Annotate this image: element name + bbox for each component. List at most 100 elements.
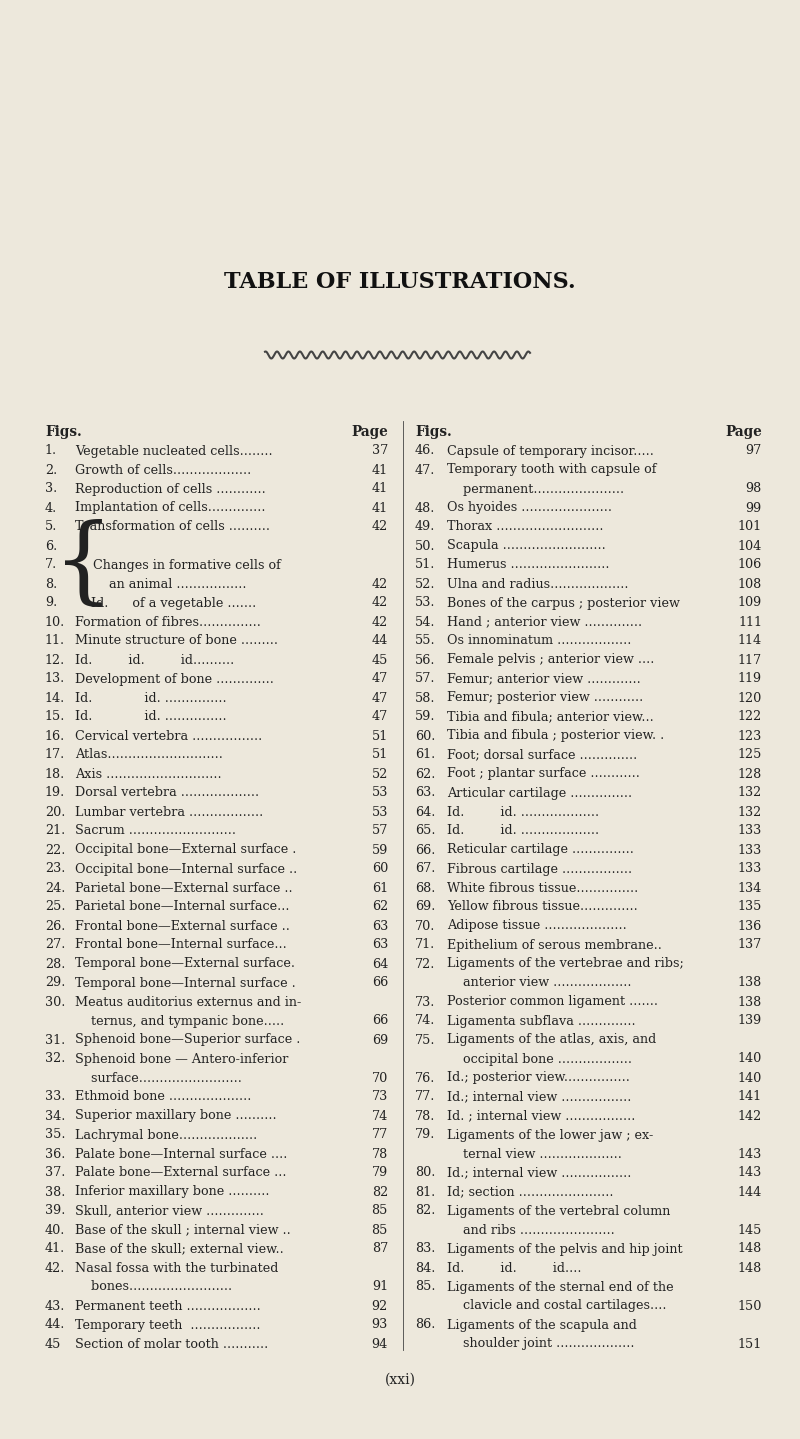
Text: 39.: 39. — [45, 1204, 66, 1217]
Text: 35.: 35. — [45, 1128, 66, 1141]
Text: Frontal bone—Internal surface...: Frontal bone—Internal surface... — [75, 938, 286, 951]
Text: 48.: 48. — [415, 502, 435, 515]
Text: shoulder joint ...................: shoulder joint ................... — [447, 1337, 634, 1350]
Text: permanent......................: permanent...................... — [447, 482, 624, 495]
Text: 53.: 53. — [415, 597, 435, 610]
Text: Figs.: Figs. — [45, 425, 82, 439]
Text: Os hyoides ......................: Os hyoides ...................... — [447, 502, 612, 515]
Text: Ligaments of the scapula and: Ligaments of the scapula and — [447, 1318, 637, 1331]
Text: 64: 64 — [372, 957, 388, 970]
Text: 72.: 72. — [415, 957, 435, 970]
Text: 138: 138 — [738, 996, 762, 1009]
Text: 128: 128 — [738, 767, 762, 780]
Text: 106: 106 — [738, 558, 762, 571]
Text: 78: 78 — [372, 1147, 388, 1160]
Text: Vegetable nucleated cells........: Vegetable nucleated cells........ — [75, 445, 273, 458]
Text: 69.: 69. — [415, 901, 435, 914]
Text: Femur; anterior view .............: Femur; anterior view ............. — [447, 672, 641, 685]
Text: Permanent teeth ..................: Permanent teeth .................. — [75, 1299, 261, 1312]
Text: Superior maxillary bone ..........: Superior maxillary bone .......... — [75, 1109, 277, 1122]
Text: Ligaments of the sternal end of the: Ligaments of the sternal end of the — [447, 1281, 674, 1294]
Text: 73: 73 — [372, 1091, 388, 1104]
Text: Articular cartilage ...............: Articular cartilage ............... — [447, 787, 632, 800]
Text: 143: 143 — [738, 1167, 762, 1180]
Text: 111: 111 — [738, 616, 762, 629]
Text: 60: 60 — [372, 862, 388, 875]
Text: Section of molar tooth ...........: Section of molar tooth ........... — [75, 1337, 268, 1350]
Text: Epithelium of serous membrane..: Epithelium of serous membrane.. — [447, 938, 662, 951]
Text: 101: 101 — [738, 521, 762, 534]
Text: Ligaments of the pelvis and hip joint: Ligaments of the pelvis and hip joint — [447, 1242, 682, 1255]
Text: 69: 69 — [372, 1033, 388, 1046]
Text: 66: 66 — [372, 1014, 388, 1027]
Text: 47: 47 — [372, 692, 388, 705]
Text: 7.: 7. — [45, 558, 58, 571]
Text: 51.: 51. — [415, 558, 435, 571]
Text: bones.........................: bones......................... — [75, 1281, 232, 1294]
Text: Capsule of temporary incisor.....: Capsule of temporary incisor..... — [447, 445, 654, 458]
Text: TABLE OF ILLUSTRATIONS.: TABLE OF ILLUSTRATIONS. — [224, 271, 576, 294]
Text: 66.: 66. — [415, 843, 435, 856]
Text: 99: 99 — [746, 502, 762, 515]
Text: Temporary tooth with capsule of: Temporary tooth with capsule of — [447, 463, 657, 476]
Text: an animal .................: an animal ................. — [93, 577, 246, 590]
Text: Growth of cells...................: Growth of cells................... — [75, 463, 251, 476]
Text: 13.: 13. — [45, 672, 66, 685]
Text: 63.: 63. — [415, 787, 435, 800]
Text: Id.; internal view .................: Id.; internal view ................. — [447, 1167, 631, 1180]
Text: Ligaments of the lower jaw ; ex-: Ligaments of the lower jaw ; ex- — [447, 1128, 654, 1141]
Text: 68.: 68. — [415, 882, 435, 895]
Text: Dorsal vertebra ...................: Dorsal vertebra ................... — [75, 787, 259, 800]
Text: Lachrymal bone...................: Lachrymal bone................... — [75, 1128, 258, 1141]
Text: 41.: 41. — [45, 1242, 66, 1255]
Text: 26.: 26. — [45, 920, 66, 932]
Text: Occipital bone—External surface .: Occipital bone—External surface . — [75, 843, 296, 856]
Text: Transformation of cells ..........: Transformation of cells .......... — [75, 521, 270, 534]
Text: 51: 51 — [372, 748, 388, 761]
Text: 18.: 18. — [45, 767, 66, 780]
Text: 52: 52 — [372, 767, 388, 780]
Text: 109: 109 — [738, 597, 762, 610]
Text: 52.: 52. — [415, 577, 435, 590]
Text: 45: 45 — [372, 653, 388, 666]
Text: Base of the skull; external view..: Base of the skull; external view.. — [75, 1242, 284, 1255]
Text: anterior view ...................: anterior view ................... — [447, 977, 631, 990]
Text: Page: Page — [726, 425, 762, 439]
Text: 8.: 8. — [45, 577, 58, 590]
Text: Changes in formative cells of: Changes in formative cells of — [93, 558, 281, 571]
Text: Page: Page — [351, 425, 388, 439]
Text: 63: 63 — [372, 920, 388, 932]
Text: Yellow fibrous tissue..............: Yellow fibrous tissue.............. — [447, 901, 638, 914]
Text: Lumbar vertebra ..................: Lumbar vertebra .................. — [75, 806, 263, 819]
Text: 85: 85 — [372, 1204, 388, 1217]
Text: 42: 42 — [372, 521, 388, 534]
Text: 10.: 10. — [45, 616, 66, 629]
Text: Os innominatum ..................: Os innominatum .................. — [447, 635, 631, 648]
Text: Ethmoid bone ....................: Ethmoid bone .................... — [75, 1091, 251, 1104]
Text: 73.: 73. — [415, 996, 435, 1009]
Text: 16.: 16. — [45, 730, 66, 743]
Text: 40.: 40. — [45, 1223, 66, 1236]
Text: 133: 133 — [738, 843, 762, 856]
Text: 28.: 28. — [45, 957, 66, 970]
Text: Id.; internal view .................: Id.; internal view ................. — [447, 1091, 631, 1104]
Text: 85.: 85. — [415, 1281, 435, 1294]
Text: Tibia and fibula ; posterior view. .: Tibia and fibula ; posterior view. . — [447, 730, 664, 743]
Text: 150: 150 — [738, 1299, 762, 1312]
Text: 61.: 61. — [415, 748, 435, 761]
Text: 98: 98 — [746, 482, 762, 495]
Text: 34.: 34. — [45, 1109, 66, 1122]
Text: 78.: 78. — [415, 1109, 435, 1122]
Text: Femur; posterior view ............: Femur; posterior view ............ — [447, 692, 643, 705]
Text: 60.: 60. — [415, 730, 435, 743]
Text: and ribs .......................: and ribs ....................... — [447, 1223, 614, 1236]
Text: 44.: 44. — [45, 1318, 66, 1331]
Text: 30.: 30. — [45, 996, 66, 1009]
Text: Ligaments of the vertebral column: Ligaments of the vertebral column — [447, 1204, 670, 1217]
Text: Reticular cartilage ...............: Reticular cartilage ............... — [447, 843, 634, 856]
Text: 74: 74 — [372, 1109, 388, 1122]
Text: 1.: 1. — [45, 445, 57, 458]
Text: 57.: 57. — [415, 672, 435, 685]
Text: 104: 104 — [738, 540, 762, 553]
Text: Figs.: Figs. — [415, 425, 452, 439]
